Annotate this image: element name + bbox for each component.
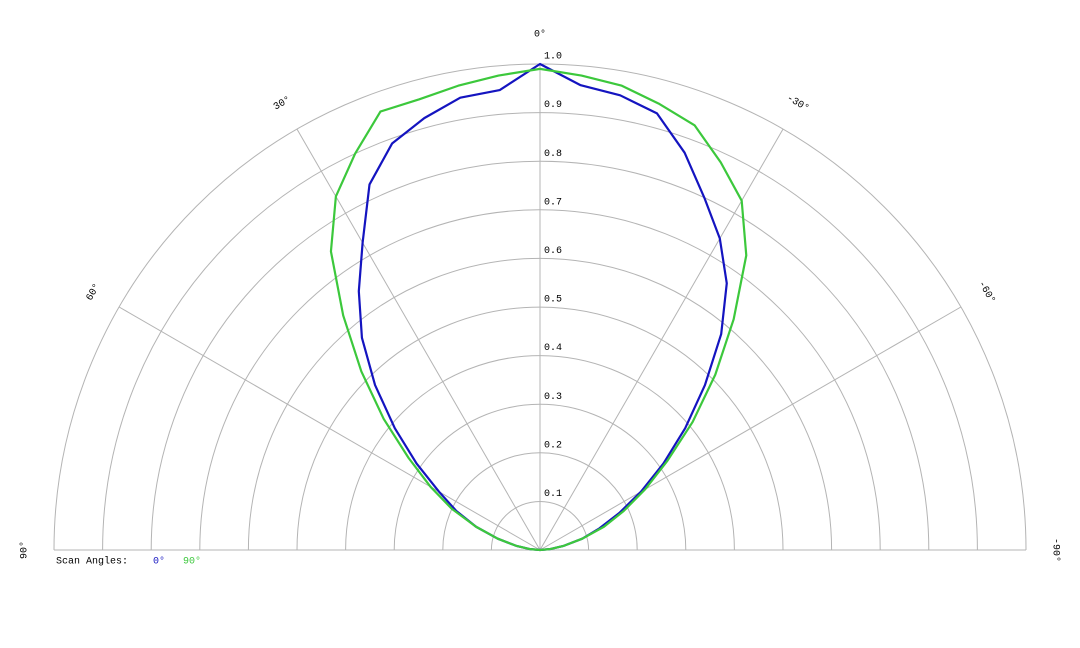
r-tick-label: 0.1	[544, 489, 562, 500]
r-tick-label: 0.9	[544, 100, 562, 111]
legend-entry: 0°	[153, 556, 165, 568]
theta-tick-label: -90°	[1049, 538, 1061, 562]
series-line	[357, 62, 728, 552]
grid: 0.1 0.2 0.3 0.4 0.5 0.6 0.7 0.8 0.9 1.0 0° 30° -30° 6…	[19, 29, 1062, 562]
grid-spoke	[296, 128, 541, 551]
plot-area	[329, 62, 748, 552]
r-tick-label: 0.4	[544, 343, 562, 354]
legend-entry: 90°	[183, 556, 201, 568]
theta-tick-label: 30°	[272, 94, 294, 113]
theta-tick-label: -60°	[975, 279, 997, 306]
r-tick-label: 1.0	[544, 52, 562, 63]
series-line	[329, 67, 748, 552]
grid-spoke	[539, 306, 962, 551]
r-tick-label: 0.6	[544, 246, 562, 257]
r-tick-label: 0.3	[544, 392, 562, 403]
r-tick-label: 0.7	[544, 197, 562, 208]
theta-tick-label: 60°	[84, 282, 103, 304]
theta-tick-label: -30°	[784, 92, 811, 114]
r-tick-label: 0.5	[544, 295, 562, 306]
legend-title: Scan Angles:	[56, 556, 128, 568]
grid-spoke	[118, 306, 541, 551]
theta-tick-label: 90°	[19, 541, 31, 559]
theta-tick-label: 0°	[534, 29, 546, 41]
r-tick-label: 0.8	[544, 149, 562, 160]
grid-spoke	[539, 128, 784, 551]
r-tick-label: 0.2	[544, 440, 562, 451]
